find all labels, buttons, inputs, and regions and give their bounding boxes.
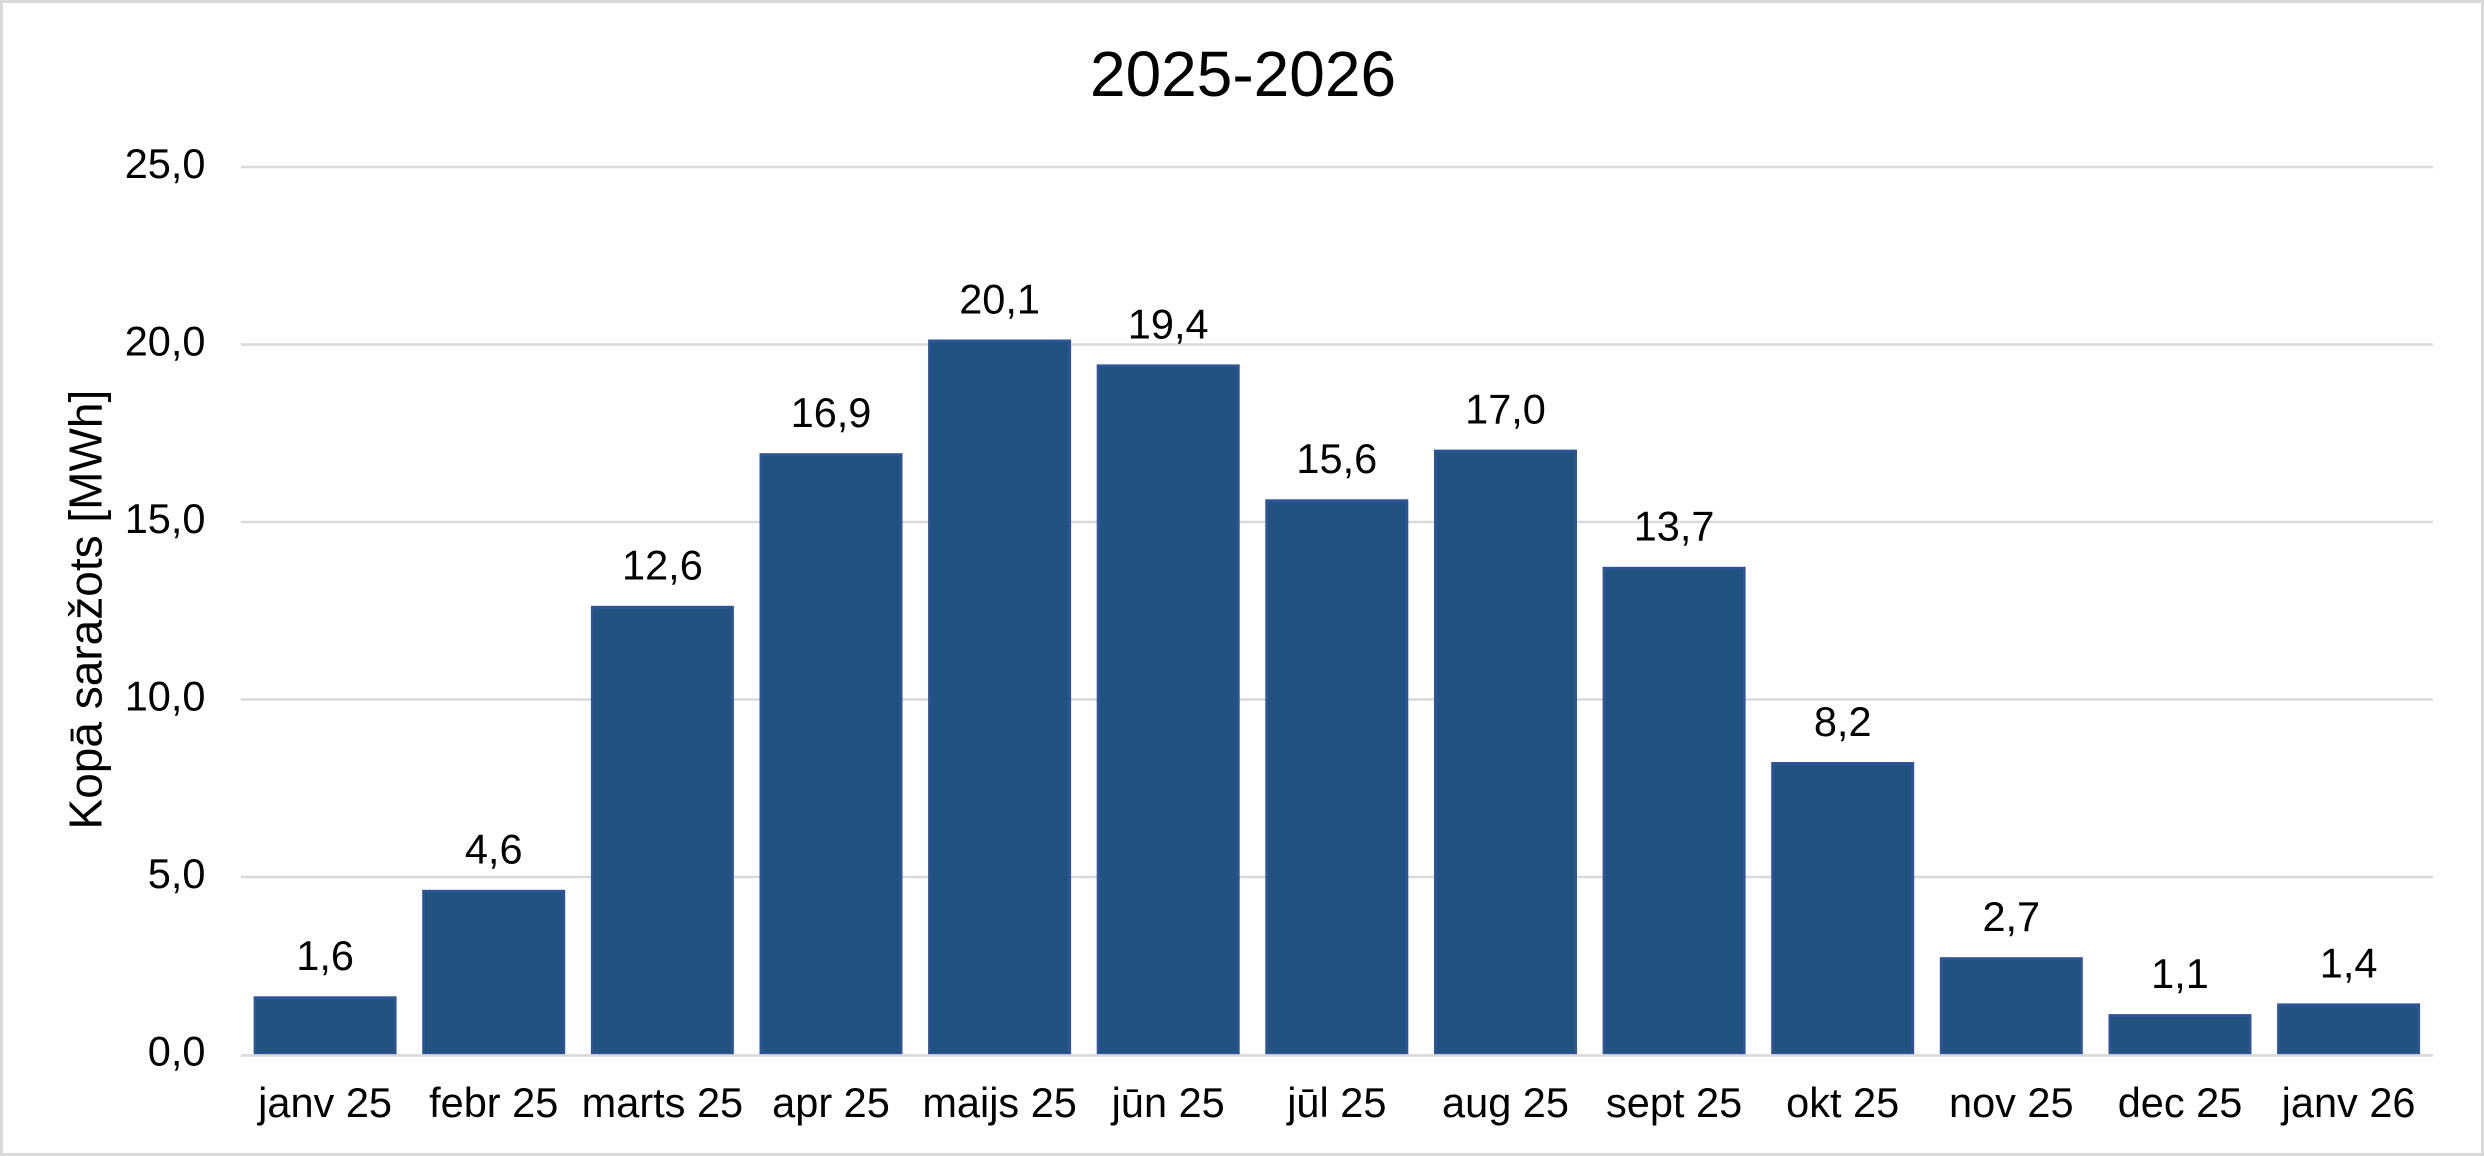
svg-text:17,0: 17,0 [1465,386,1546,433]
svg-text:1,4: 1,4 [2320,939,2378,986]
svg-text:marts 25: marts 25 [582,1079,743,1126]
svg-text:12,6: 12,6 [622,542,703,589]
svg-text:0,0: 0,0 [148,1028,206,1075]
svg-text:jūl 25: jūl 25 [1285,1079,1386,1126]
svg-text:15,0: 15,0 [125,495,206,542]
svg-text:1,6: 1,6 [296,932,354,979]
svg-text:8,2: 8,2 [1814,698,1872,745]
svg-text:25,0: 25,0 [125,140,206,187]
svg-text:Kopā saražots [MWh]: Kopā saražots [MWh] [60,390,112,830]
svg-text:okt 25: okt 25 [1786,1079,1899,1126]
svg-text:2,7: 2,7 [1982,893,2040,940]
svg-text:aug 25: aug 25 [1442,1079,1569,1126]
svg-text:sept 25: sept 25 [1606,1079,1742,1126]
svg-text:nov 25: nov 25 [1949,1079,2074,1126]
svg-text:16,9: 16,9 [791,389,872,436]
svg-text:5,0: 5,0 [148,850,206,897]
svg-text:2025-2026: 2025-2026 [1090,38,1396,110]
svg-text:1,1: 1,1 [2151,950,2209,997]
svg-text:19,4: 19,4 [1128,300,1209,347]
svg-text:janv 25: janv 25 [256,1079,392,1126]
svg-text:10,0: 10,0 [125,673,206,720]
svg-text:20,0: 20,0 [125,318,206,365]
svg-text:15,6: 15,6 [1296,435,1377,482]
svg-text:dec 25: dec 25 [2118,1079,2243,1126]
svg-text:4,6: 4,6 [465,826,523,873]
svg-text:apr 25: apr 25 [772,1079,890,1126]
svg-text:febr 25: febr 25 [429,1079,558,1126]
svg-text:20,1: 20,1 [959,275,1040,322]
svg-text:janv 26: janv 26 [2280,1079,2416,1126]
svg-text:13,7: 13,7 [1634,503,1715,550]
svg-text:maijs 25: maijs 25 [922,1079,1077,1126]
svg-text:jūn 25: jūn 25 [1110,1079,1225,1126]
